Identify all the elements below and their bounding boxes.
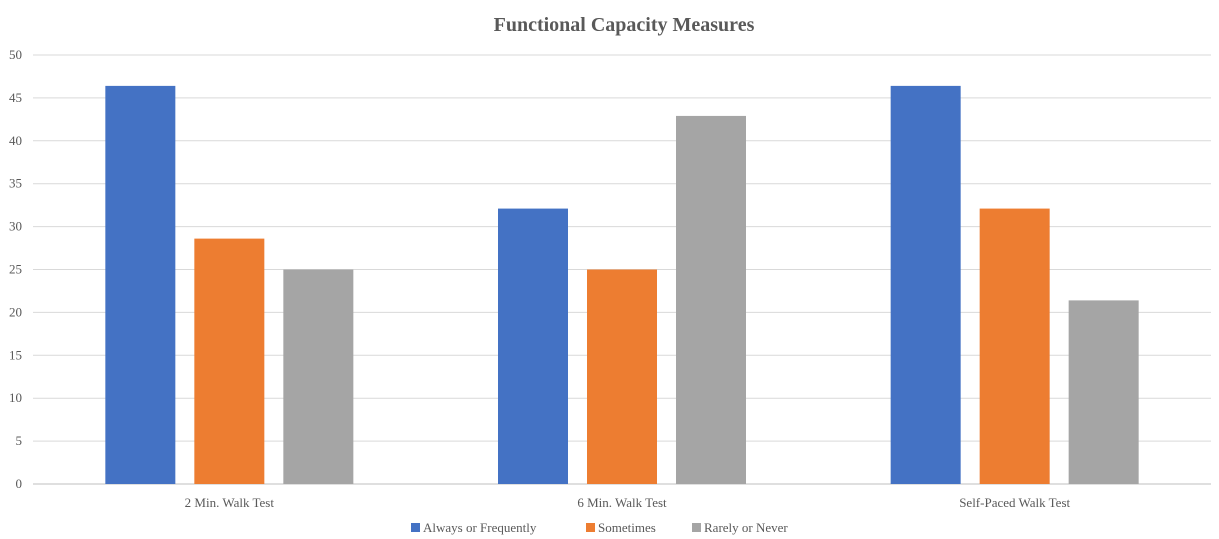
- y-tick-label: 40: [9, 133, 22, 148]
- legend-swatch: [411, 523, 420, 532]
- legend-label: Sometimes: [598, 520, 656, 535]
- y-tick-label: 10: [9, 390, 22, 405]
- y-tick-label: 35: [9, 176, 22, 191]
- y-tick-label: 30: [9, 219, 22, 234]
- legend: Always or Frequently Sometimes Rarely or N…: [411, 520, 788, 535]
- y-tick-label: 50: [9, 47, 22, 62]
- bar: [283, 269, 354, 484]
- x-category-label: 6 Min. Walk Test: [577, 495, 667, 510]
- bars: [105, 85, 1139, 484]
- bar: [890, 85, 961, 484]
- legend-label: Always or Frequently: [423, 520, 537, 535]
- bar: [105, 85, 176, 484]
- chart-title: Functional Capacity Measures: [494, 14, 755, 36]
- y-tick-label: 15: [9, 347, 22, 362]
- bar: [1068, 300, 1139, 484]
- y-tick-label: 5: [16, 433, 23, 448]
- legend-swatch: [586, 523, 595, 532]
- x-category-label: Self-Paced Walk Test: [959, 495, 1070, 510]
- y-tick-label: 45: [9, 90, 22, 105]
- y-tick-label: 25: [9, 262, 22, 277]
- bar: [587, 269, 657, 484]
- bar: [979, 208, 1050, 484]
- y-tick-label: 20: [9, 304, 22, 319]
- bar: [498, 208, 568, 484]
- y-tick-label: 0: [16, 476, 23, 491]
- legend-label: Rarely or Never: [704, 520, 788, 535]
- x-category-label: 2 Min. Walk Test: [185, 495, 275, 510]
- bar: [194, 238, 265, 484]
- legend-swatch: [692, 523, 701, 532]
- x-axis-categories: 2 Min. Walk Test 6 Min. Walk Test Self-Pac…: [185, 495, 1071, 510]
- y-axis-ticks: 0 5 10 15 20 25 30 35 40 45 50: [9, 47, 22, 491]
- bar: [676, 115, 746, 484]
